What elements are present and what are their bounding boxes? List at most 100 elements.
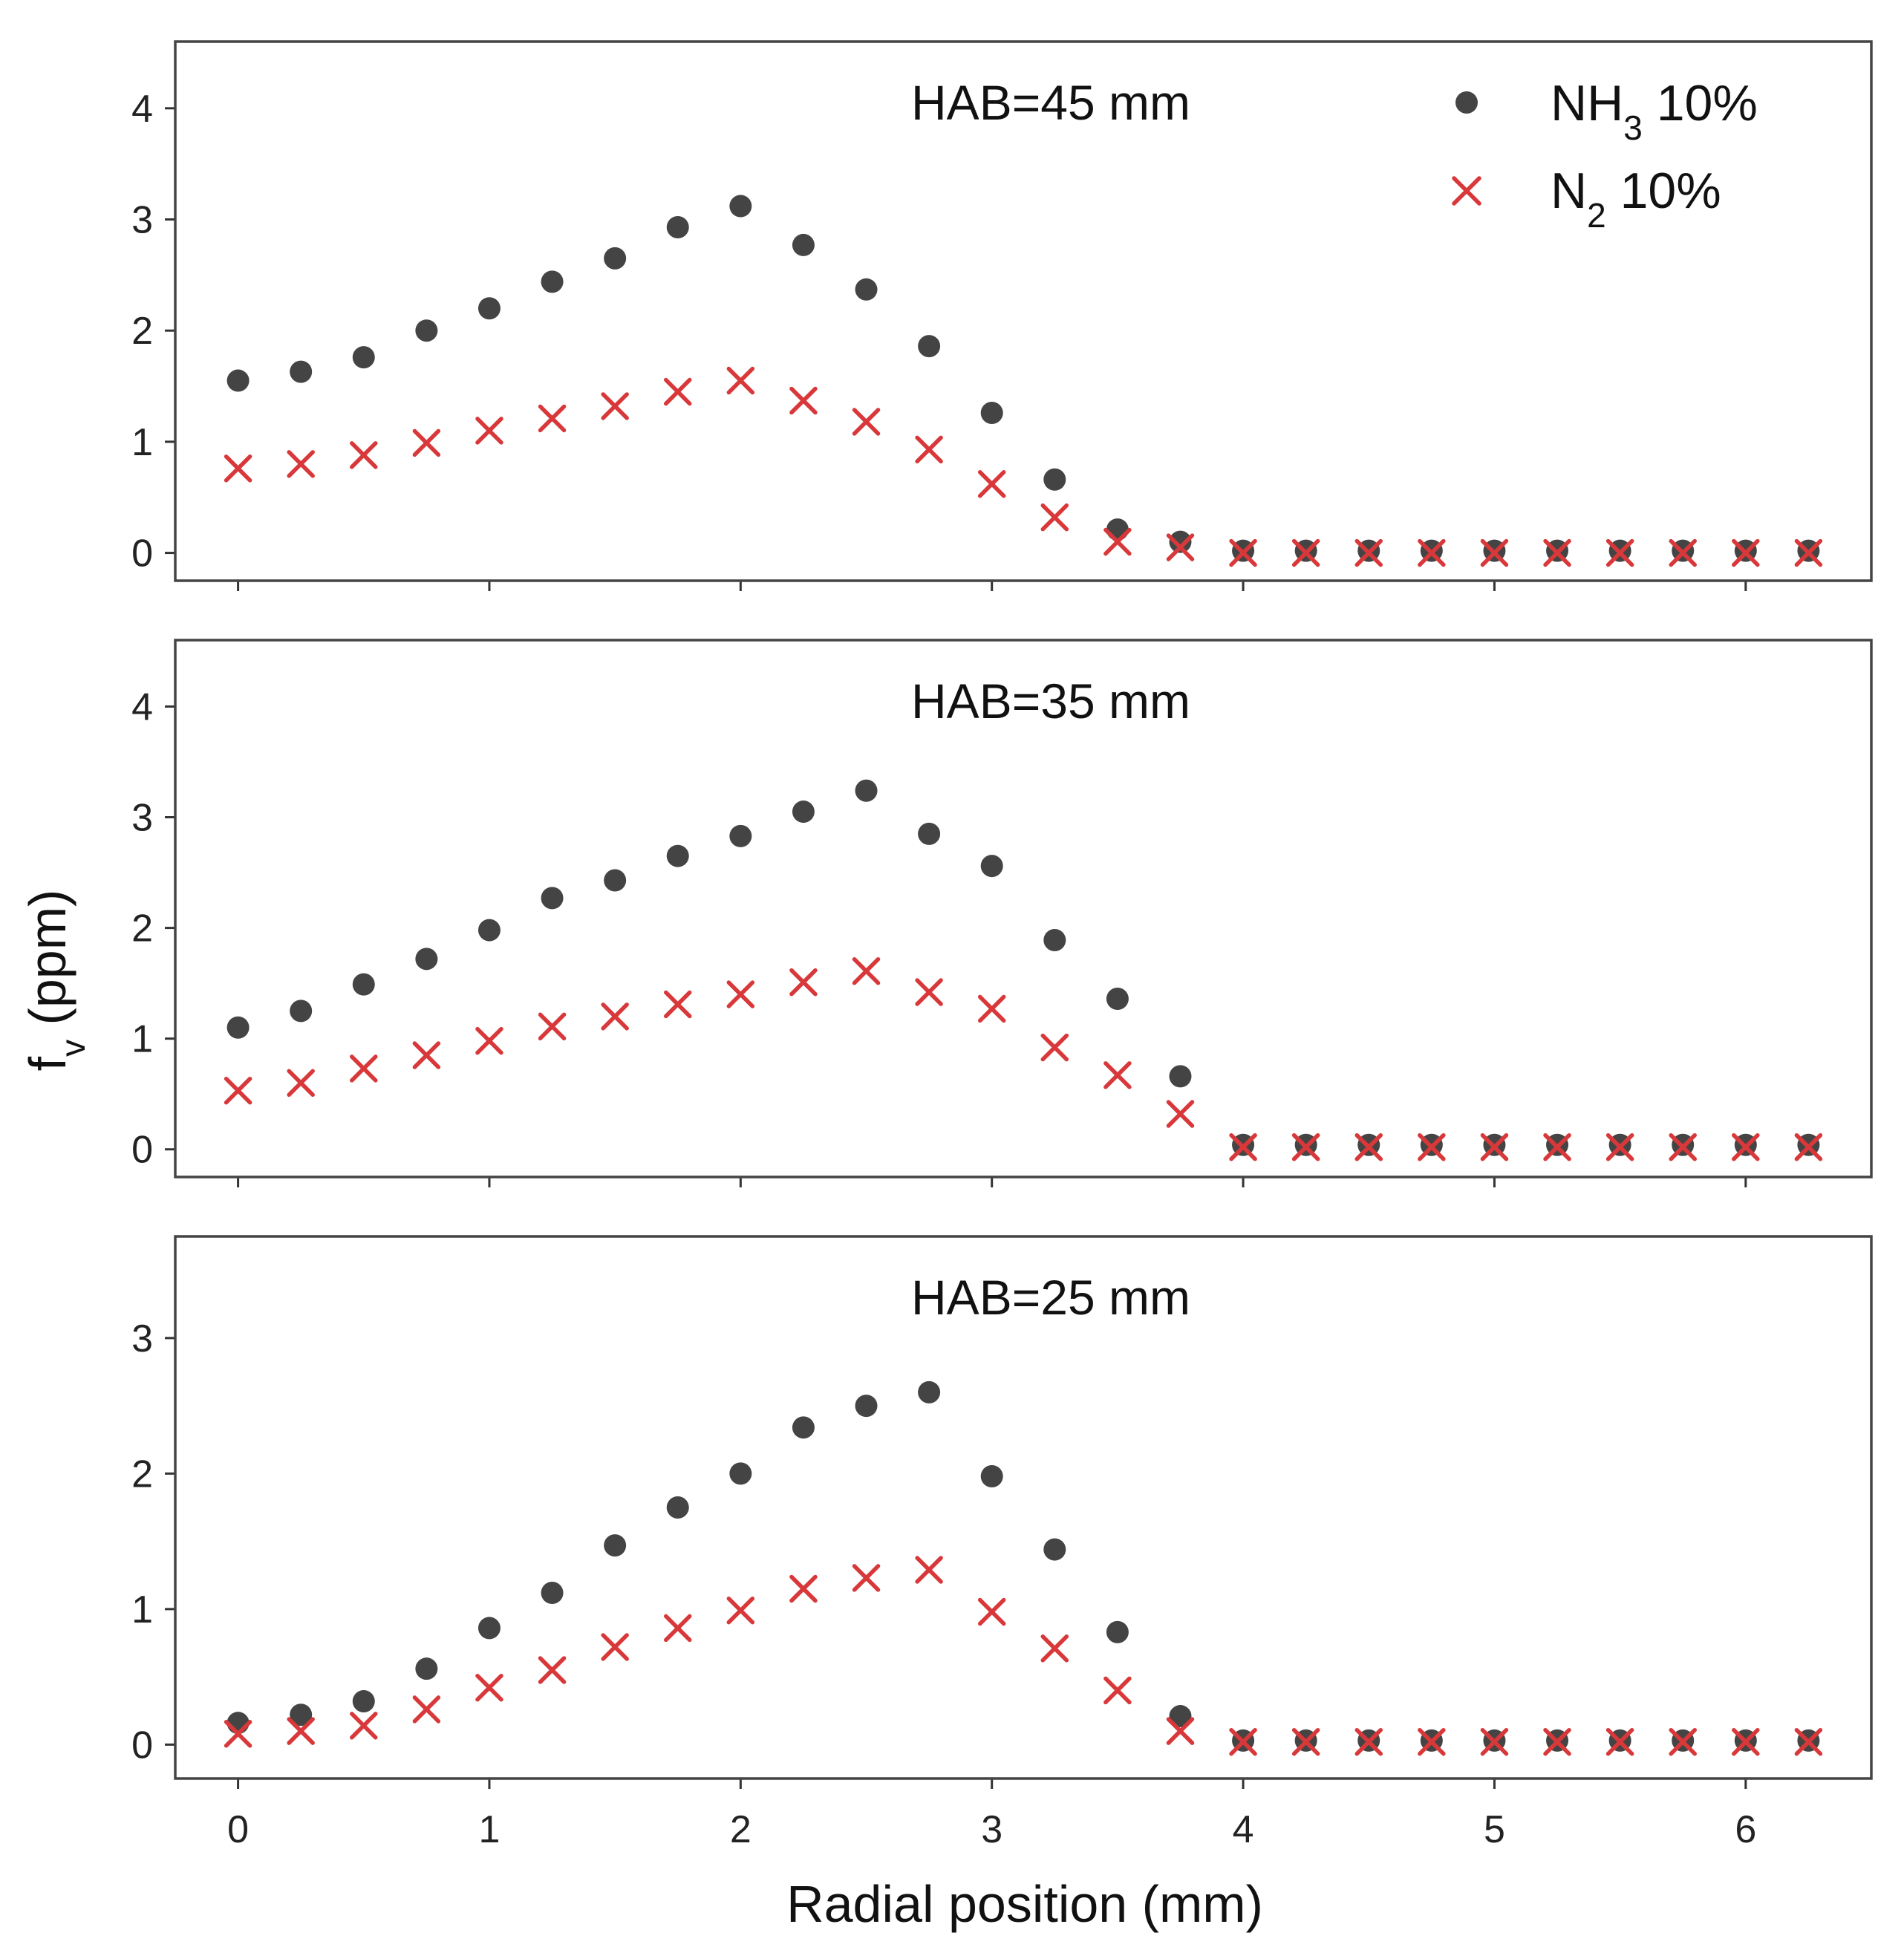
panel-2-n2-point-18-stroke-b (1354, 1727, 1383, 1756)
panel-2-n2-point-8-stroke-b (726, 1596, 755, 1625)
panel-2-n2-point-17 (1291, 1727, 1320, 1756)
panel-0-n2-point-6 (601, 392, 629, 420)
panel-0-n2-point-21-stroke-b (1543, 538, 1571, 567)
panel-0-nh3-point-3 (415, 319, 438, 342)
panel-0-nh3-point-12 (980, 401, 1003, 424)
panel-2-ytick-label-2: 2 (131, 1452, 153, 1496)
panel-1-n2-point-16 (1229, 1133, 1257, 1161)
panel-0-nh3-point-1 (290, 360, 313, 383)
panel-1-n2-point-24 (1732, 1133, 1760, 1161)
panel-1-n2-point-10-stroke-b (852, 956, 881, 985)
panel-2-n2-point-4 (475, 1673, 503, 1702)
panel-2-nh3-point-13 (1043, 1538, 1066, 1561)
panel-0-n2-point-18-stroke-b (1354, 538, 1383, 567)
panel-2-ytick-label-1: 1 (131, 1588, 153, 1631)
xtick-label-5: 5 (1484, 1808, 1505, 1851)
panel-1-nh3-point-11 (918, 822, 941, 845)
panel-0: 0 1 2 3 4 HAB=45 mm (131, 40, 1873, 591)
panel-0-ytick-label-3: 3 (131, 199, 153, 242)
panel-1-nh3-point-9 (792, 801, 815, 824)
panel-2-n2-point-16 (1229, 1727, 1257, 1756)
panel-1-n2-point-24-stroke-b (1732, 1133, 1760, 1161)
panel-0-n2-point-17-stroke-b (1291, 538, 1320, 567)
panel-0-title: HAB=45 mm (911, 75, 1190, 130)
legend-nh3-subscript: 3 (1623, 108, 1643, 147)
panel-2-nh3-point-15 (1169, 1705, 1192, 1728)
panel-0-n2-point-7-stroke-b (663, 377, 692, 406)
panel-2-ytick-label-0: 0 (131, 1724, 153, 1767)
panel-2-nh3-point-4 (477, 1617, 501, 1640)
panel-0-n2-point-24 (1732, 538, 1760, 567)
panel-0-n2-point-20 (1480, 538, 1509, 567)
panel-1-n2-point-8-stroke-b (726, 980, 755, 1008)
panel-1-n2-point-5 (538, 1012, 567, 1041)
panel-1-n2-point-7 (663, 990, 692, 1019)
panel-2-n2-point-0-stroke-b (224, 1720, 252, 1748)
panel-2-n2-point-15 (1166, 1717, 1195, 1745)
panel-1-n2-point-6 (601, 1002, 629, 1031)
panel-0-ytick-label-1: 1 (131, 421, 153, 464)
legend-nh3-suffix: 10% (1643, 75, 1758, 131)
panel-1-n2-point-10 (852, 956, 881, 985)
panel-0-n2-point-13-stroke-b (1040, 503, 1069, 532)
panel-1-n2-point-16-stroke-b (1229, 1133, 1257, 1161)
panel-0-n2-point-5-stroke-b (538, 404, 567, 433)
panel-0-nh3-point-8 (729, 195, 752, 218)
panel-1-nh3-point-4 (477, 919, 501, 942)
panel-0-n2-point-1-stroke-b (287, 450, 315, 478)
panel-2-nh3-point-6 (604, 1534, 627, 1557)
panel-0-n2-point-19 (1418, 538, 1446, 567)
panel-0-n2-point-18 (1354, 538, 1383, 567)
panel-0-n2-point-22 (1605, 538, 1634, 567)
panel-2-nh3-point-9 (792, 1416, 815, 1439)
panel-0-n2-point-25 (1794, 538, 1823, 567)
panel-0-n2-point-15 (1166, 533, 1195, 561)
y-axis-title-subscript: v (53, 1040, 92, 1057)
panel-2-nh3-point-10 (855, 1395, 878, 1418)
panel-1-title: HAB=35 mm (911, 674, 1190, 728)
panel-1-n2-point-11 (915, 978, 943, 1006)
panel-2-n2-point-10 (852, 1564, 881, 1592)
panel-1-nh3-point-7 (666, 844, 689, 867)
panel-0-n2-point-1 (287, 450, 315, 478)
panel-1-n2-point-25-stroke-b (1794, 1133, 1823, 1161)
panel-1-ytick-label-4: 4 (131, 685, 153, 728)
panel-0-n2-point-5 (538, 404, 567, 433)
panel-1-n2-point-19 (1418, 1133, 1446, 1161)
panel-0-n2-point-13 (1040, 503, 1069, 532)
panel-2-n2-point-14 (1103, 1676, 1132, 1705)
panel-2-n2-point-12 (977, 1597, 1006, 1626)
legend-n2-subscript: 2 (1587, 196, 1606, 235)
y-axis-title-unit: (ppm) (19, 890, 76, 1040)
panel-0-n2-point-23 (1669, 538, 1697, 567)
panel-0-ytick-label-2: 2 (131, 310, 153, 353)
panel-2-n2-point-19-stroke-b (1418, 1727, 1446, 1756)
panel-1-n2-point-6-stroke-b (601, 1002, 629, 1031)
panels-group: 0 1 2 3 4 HAB=45 mm 0 1 2 3 4 HAB=35 mm 0 1 2 3 0 1 2 3 4 5 6 H… (131, 40, 1873, 1851)
panel-1-n2-point-18-stroke-b (1354, 1133, 1383, 1161)
panel-1-nh3-point-8 (729, 824, 752, 847)
panel-0-n2-point-9-stroke-b (789, 386, 818, 415)
y-axis-title: fv (ppm) (19, 890, 92, 1072)
panel-2-n2-point-10-stroke-b (852, 1564, 881, 1592)
panel-0-n2-point-17 (1291, 538, 1320, 567)
panel-1-n2-point-22 (1605, 1133, 1634, 1161)
panel-2-n2-point-22-stroke-b (1605, 1727, 1634, 1756)
legend-marker-nh3 (1455, 91, 1478, 114)
panel-1-n2-point-5-stroke-b (538, 1012, 567, 1041)
panel-2-nh3-point-14 (1106, 1620, 1129, 1643)
panel-2-n2-point-6 (601, 1633, 629, 1661)
panel-1: 0 1 2 3 4 HAB=35 mm (131, 639, 1873, 1187)
panel-2-n2-point-13-stroke-b (1040, 1634, 1069, 1663)
panel-1-n2-point-7-stroke-b (663, 990, 692, 1019)
panel-0-n2-point-15-stroke-b (1166, 533, 1195, 561)
panel-1-nh3-point-1 (290, 1000, 313, 1023)
panel-2-nh3-point-8 (729, 1462, 752, 1485)
panel-0-nh3-point-4 (477, 297, 501, 320)
xtick-label-6: 6 (1735, 1808, 1756, 1851)
panel-0-n2-point-14 (1103, 527, 1132, 556)
panel-2-n2-point-9 (789, 1574, 818, 1603)
panel-0-n2-point-9 (789, 386, 818, 415)
xtick-label-0: 0 (227, 1808, 249, 1851)
